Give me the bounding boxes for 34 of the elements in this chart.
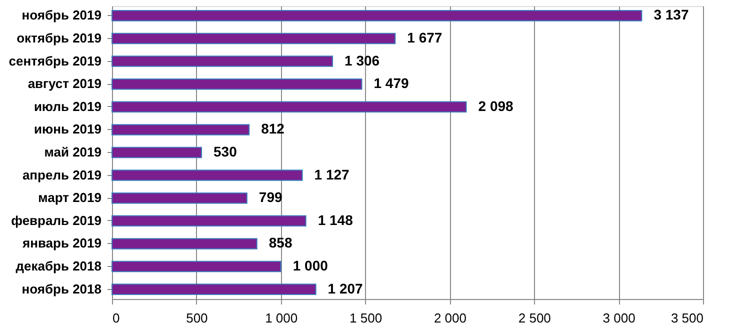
y-tick-label: июнь 2019: [34, 122, 102, 137]
y-tick-label: август 2019: [28, 76, 102, 92]
data-label: 3 137: [654, 6, 689, 23]
data-label: 799: [258, 189, 282, 206]
data-label: 1 306: [344, 52, 380, 68]
data-label: 858: [268, 234, 292, 251]
y-tick-label: ноябрь 2018: [22, 281, 102, 296]
x-tick-label: 3 500: [670, 310, 704, 326]
y-tick-label: ноябрь 2019: [22, 8, 102, 23]
data-label: 1 207: [328, 280, 364, 296]
y-tick-label: апрель 2019: [22, 167, 102, 182]
data-label: 1 000: [292, 258, 328, 274]
data-label: 1 479: [374, 75, 409, 92]
y-tick-label: сентябрь 2019: [8, 53, 102, 68]
x-tick-label: 2 500: [518, 310, 551, 326]
x-tick-label: 0: [112, 310, 120, 326]
x-tick-label: 1 500: [350, 310, 382, 326]
y-tick-label: март 2019: [38, 190, 102, 206]
x-tick-label: 1 000: [265, 310, 298, 326]
y-tick-label: октябрь 2019: [16, 30, 102, 46]
x-tick-label: 3 000: [602, 310, 636, 326]
y-tick-label: май 2019: [44, 144, 102, 160]
data-label: 1 677: [407, 29, 442, 46]
y-tick-label: февраль 2019: [11, 212, 102, 228]
x-tick-label: 2 000: [434, 310, 466, 326]
data-label: 812: [261, 120, 285, 137]
data-label: 1 127: [314, 166, 350, 182]
y-tick-label: июль 2019: [34, 98, 102, 114]
data-label: 1 148: [318, 212, 354, 228]
y-tick-label: январь 2019: [22, 236, 102, 251]
data-label: 530: [213, 144, 238, 160]
y-tick-label: декабрь 2018: [16, 258, 102, 274]
data-label: 2 098: [478, 98, 514, 114]
x-tick-label: 500: [186, 310, 208, 326]
